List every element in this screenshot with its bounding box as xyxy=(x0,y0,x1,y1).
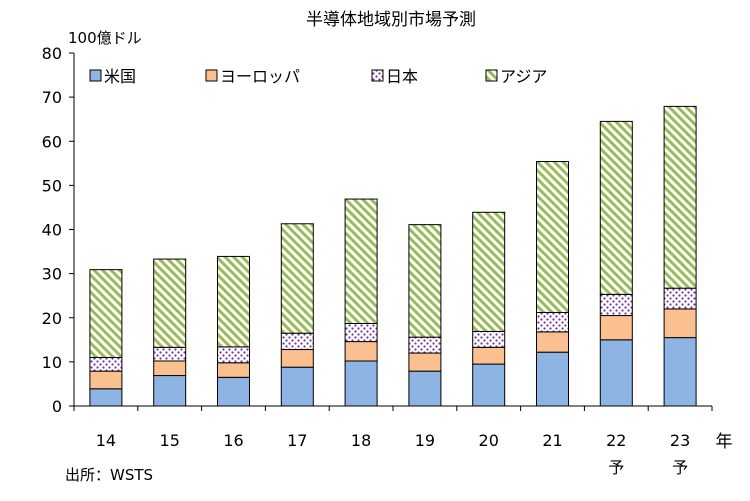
legend-label: アジア xyxy=(500,67,547,86)
bar-segment-日本 xyxy=(280,332,314,351)
bar-segment-ヨーロッパ xyxy=(472,346,506,365)
bar-segment-アジア xyxy=(536,161,569,313)
x-axis: 14 15 16 17 18 19 20 21 22 予 23 予 xyxy=(73,405,713,477)
bar-segment-日本 xyxy=(153,346,187,362)
x-tick-label: 15 xyxy=(160,431,180,450)
bar-segment-ヨーロッパ xyxy=(280,349,314,368)
bar-segment-米国 xyxy=(663,337,697,407)
bar-segment-日本 xyxy=(89,356,123,372)
bar-segment-ヨーロッパ xyxy=(408,352,442,372)
bar-segment-米国 xyxy=(344,360,378,407)
bar-segment-日本 xyxy=(408,336,442,354)
bar-segment-ヨーロッパ xyxy=(217,362,250,378)
legend-swatch xyxy=(371,69,384,82)
legend: 米国 ヨーロッパ 日本 アジア xyxy=(89,67,547,86)
bar-segment-アジア xyxy=(217,255,250,348)
legend-swatch xyxy=(485,69,498,82)
source-note: 出所：WSTS xyxy=(65,466,153,484)
bar-segment-米国 xyxy=(599,339,633,407)
bar-segment-日本 xyxy=(663,287,697,310)
legend-swatch xyxy=(89,69,102,82)
bar-segment-アジア xyxy=(408,224,442,338)
y-tick-label: 50 xyxy=(42,176,62,195)
x-tick-label: 23 xyxy=(670,431,690,450)
x-tick-label: 19 xyxy=(415,431,435,450)
bar-segment-米国 xyxy=(217,376,250,407)
bar-segment-ヨーロッパ xyxy=(153,360,187,377)
x-tick-label: 16 xyxy=(223,431,243,450)
bar-segment-日本 xyxy=(536,311,569,333)
legend-label: 米国 xyxy=(104,67,136,86)
bars xyxy=(89,105,697,407)
bar-segment-ヨーロッパ xyxy=(344,341,378,362)
x-tick-label: 17 xyxy=(287,431,307,450)
y-axis-unit-label: 100億ドル xyxy=(68,29,142,47)
y-tick-label: 80 xyxy=(42,44,62,63)
bar-segment-ヨーロッパ xyxy=(599,315,633,341)
y-axis: 0 10 20 30 40 50 60 70 80 xyxy=(42,44,75,416)
bar-segment-アジア xyxy=(663,105,697,289)
legend-label: ヨーロッパ xyxy=(220,67,300,86)
bar-segment-アジア xyxy=(472,211,506,332)
bar-segment-アジア xyxy=(344,198,378,324)
bar-segment-日本 xyxy=(599,293,633,317)
y-tick-label: 30 xyxy=(42,265,62,284)
x-tick-sublabel: 予 xyxy=(608,458,624,477)
y-tick-label: 70 xyxy=(42,88,62,107)
bar-segment-米国 xyxy=(280,366,314,407)
bar-segment-アジア xyxy=(89,269,123,358)
x-tick-label: 18 xyxy=(351,431,371,450)
bar-segment-日本 xyxy=(217,346,250,364)
bar-segment-アジア xyxy=(280,223,314,334)
bar-segment-米国 xyxy=(408,370,442,407)
x-axis-unit-label: 年 xyxy=(716,432,733,452)
bar-segment-アジア xyxy=(599,120,633,295)
bar-segment-米国 xyxy=(89,388,123,407)
x-tick-label: 22 xyxy=(606,431,626,450)
x-tick-sublabel: 予 xyxy=(672,458,688,477)
x-tick-label: 14 xyxy=(96,431,116,450)
y-tick-label: 20 xyxy=(42,309,62,328)
bar-segment-ヨーロッパ xyxy=(89,370,123,390)
y-tick-label: 0 xyxy=(52,397,62,416)
x-tick-label: 21 xyxy=(542,431,562,450)
bar-segment-ヨーロッパ xyxy=(663,308,697,339)
bar-segment-米国 xyxy=(472,363,506,407)
bar-segment-米国 xyxy=(153,375,187,407)
bar-segment-日本 xyxy=(344,322,378,343)
y-tick-label: 60 xyxy=(42,132,62,151)
chart-title: 半導体地域別市場予測 xyxy=(306,10,476,30)
y-tick-label: 40 xyxy=(42,221,62,240)
legend-label: 日本 xyxy=(386,67,418,86)
bar-segment-アジア xyxy=(153,258,187,348)
bar-segment-ヨーロッパ xyxy=(536,331,569,353)
bar-segment-日本 xyxy=(472,330,506,348)
bar-segment-米国 xyxy=(536,351,569,407)
x-tick-label: 20 xyxy=(479,431,499,450)
legend-swatch xyxy=(205,69,218,82)
y-tick-label: 10 xyxy=(42,353,62,372)
